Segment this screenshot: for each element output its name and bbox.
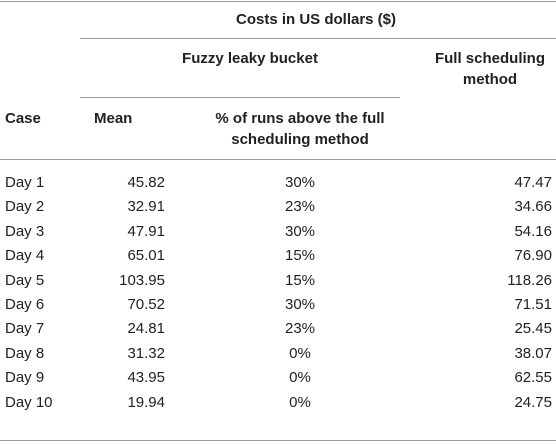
mean-cell: 31.32 <box>127 344 165 362</box>
mean-cell: 65.01 <box>127 247 165 265</box>
case-cell: Day 7 <box>5 320 45 338</box>
mean-column-header: Mean <box>94 110 133 127</box>
full-scheduling-cell: 118.26 <box>507 271 552 289</box>
mean-cell: 45.82 <box>127 174 165 191</box>
mean-cell: 19.94 <box>127 393 165 411</box>
table-row: Day 10 19.94 0% 24.75 <box>0 390 556 414</box>
full-scheduling-cell: 25.45 <box>514 320 552 338</box>
full-scheduling-header-line2: method <box>462 71 518 88</box>
pct-above-cell: 23% <box>284 198 316 216</box>
table-bottom-rule <box>0 440 556 441</box>
pct-above-cell: 30% <box>284 222 316 240</box>
pct-column-header-line2: scheduling method <box>231 131 369 148</box>
full-scheduling-cell: 71.51 <box>514 296 552 313</box>
table-row: Day 3 47.91 30% 54.16 <box>0 219 556 243</box>
case-cell: Day 4 <box>5 247 45 265</box>
full-scheduling-cell: 24.75 <box>514 393 552 411</box>
pct-above-cell: 15% <box>284 247 316 265</box>
pct-above-cell: 30% <box>284 296 316 313</box>
case-cell: Day 10 <box>5 393 53 411</box>
case-cell: Day 6 <box>5 296 45 313</box>
mean-cell: 70.52 <box>127 296 165 313</box>
full-scheduling-cell: 47.47 <box>514 174 552 191</box>
table-row: Day 2 32.91 23% 34.66 <box>0 194 556 218</box>
case-cell: Day 8 <box>5 344 45 362</box>
full-scheduling-cell: 38.07 <box>514 344 552 362</box>
full-scheduling-header-line1: Full scheduling <box>434 50 545 67</box>
case-cell: Day 5 <box>5 271 45 289</box>
case-cell: Day 2 <box>5 198 45 216</box>
group-header-rule <box>80 38 556 39</box>
table-row: Day 9 43.95 0% 62.55 <box>0 365 556 389</box>
full-scheduling-cell: 34.66 <box>514 198 552 216</box>
table-row: Day 5 103.95 15% 118.26 <box>0 268 556 292</box>
header-bottom-rule <box>0 159 556 160</box>
costs-group-header: Costs in US dollars ($) <box>235 11 397 28</box>
fuzzy-leaky-bucket-header: Fuzzy leaky bucket <box>182 50 318 67</box>
table-row: Day 1 45.82 30% 47.47 <box>0 170 556 194</box>
full-scheduling-cell: 54.16 <box>514 222 552 240</box>
mean-cell: 24.81 <box>127 320 165 338</box>
mean-cell: 32.91 <box>127 198 165 216</box>
table-row: Day 4 65.01 15% 76.90 <box>0 243 556 267</box>
pct-column-header-line1: % of runs above the full <box>215 110 385 127</box>
case-cell: Day 9 <box>5 369 45 387</box>
table-top-rule <box>0 1 556 2</box>
fuzzy-header-rule <box>80 97 400 98</box>
case-cell: Day 1 <box>5 174 45 191</box>
mean-cell: 47.91 <box>127 222 165 240</box>
pct-above-cell: 23% <box>284 320 316 338</box>
table-row: Day 7 24.81 23% 25.45 <box>0 316 556 340</box>
pct-above-cell: 0% <box>289 369 311 387</box>
mean-cell: 103.95 <box>119 271 165 289</box>
mean-cell: 43.95 <box>127 369 165 387</box>
pct-above-cell: 30% <box>284 174 316 191</box>
pct-above-cell: 0% <box>289 344 311 362</box>
pct-above-cell: 15% <box>284 271 316 289</box>
full-scheduling-cell: 62.55 <box>514 369 552 387</box>
table-row: Day 8 31.32 0% 38.07 <box>0 341 556 365</box>
table-row: Day 6 70.52 30% 71.51 <box>0 292 556 316</box>
case-column-header: Case <box>5 110 41 127</box>
full-scheduling-cell: 76.90 <box>514 247 552 265</box>
pct-above-cell: 0% <box>289 393 311 411</box>
case-cell: Day 3 <box>5 222 45 240</box>
